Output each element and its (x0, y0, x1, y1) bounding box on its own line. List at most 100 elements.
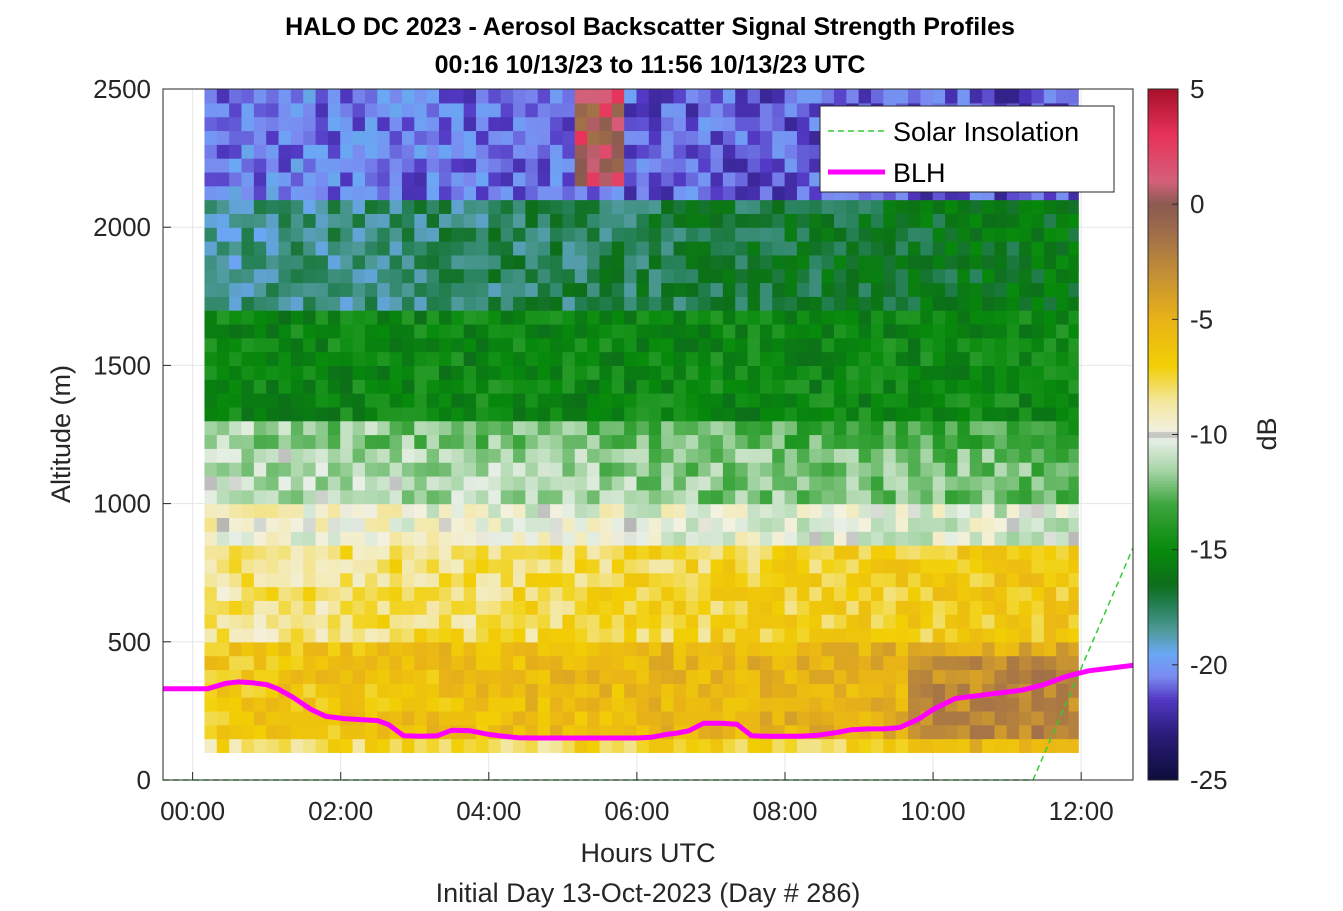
heatmap-cell (550, 697, 564, 712)
heatmap-cell (722, 475, 736, 491)
heatmap-cell (759, 448, 773, 463)
heatmap-cell (1006, 600, 1020, 615)
heatmap-cell (290, 337, 304, 353)
heatmap-cell (476, 393, 489, 408)
heatmap-cell (426, 144, 440, 159)
heatmap-cell (624, 558, 638, 574)
heatmap-cell (883, 683, 897, 698)
heatmap-cell (636, 448, 650, 463)
heatmap-cell (451, 738, 465, 753)
heatmap-cell (1019, 393, 1033, 408)
heatmap-cell (315, 379, 329, 394)
heatmap-cell (562, 171, 576, 187)
heatmap-cell (266, 614, 280, 629)
heatmap-cell (599, 102, 613, 118)
heatmap-cell (908, 241, 921, 256)
heatmap-cell (401, 310, 415, 325)
colorbar-cell (1148, 209, 1178, 214)
heatmap-cell (315, 462, 329, 477)
heatmap-cell (624, 683, 638, 698)
x-tick-label: 10:00 (901, 796, 966, 826)
heatmap-cell (1043, 337, 1057, 353)
colorbar-cell (1148, 506, 1178, 510)
heatmap-cell (796, 420, 810, 436)
heatmap-cell (858, 738, 872, 753)
heatmap-cell (500, 158, 514, 173)
heatmap-cell (500, 462, 514, 477)
heatmap-cell (401, 627, 415, 643)
heatmap-cell (550, 545, 564, 560)
heatmap-cell (636, 655, 650, 671)
heatmap-cell (414, 89, 428, 104)
heatmap-cell (216, 669, 230, 684)
heatmap-cell (303, 213, 317, 228)
heatmap-cell (661, 213, 675, 228)
heatmap-cell (1031, 296, 1045, 311)
colorbar-cell (1148, 564, 1178, 568)
heatmap-cell (587, 697, 601, 712)
heatmap-cell (735, 213, 749, 228)
heatmap-cell (611, 116, 625, 132)
heatmap-cell (945, 213, 959, 228)
heatmap-cell (1043, 724, 1057, 740)
heatmap-cell (673, 158, 687, 173)
heatmap-cell (562, 254, 576, 270)
heatmap-cell (315, 199, 329, 214)
heatmap-cell (599, 517, 613, 532)
heatmap-cell (451, 213, 465, 228)
heatmap-cell (204, 406, 218, 422)
heatmap-cell (636, 669, 650, 684)
heatmap-cell (587, 655, 601, 671)
heatmap-cell (920, 655, 934, 671)
heatmap-cell (969, 558, 983, 574)
heatmap-cell (908, 365, 921, 380)
heatmap-cell (772, 448, 786, 463)
heatmap-cell (772, 489, 786, 505)
colorbar-cell (1148, 653, 1178, 657)
heatmap-cell (1056, 254, 1070, 270)
heatmap-cell (710, 503, 724, 519)
heatmap-cell (1006, 406, 1020, 422)
heatmap-cell (216, 503, 230, 519)
heatmap-cell (735, 697, 749, 712)
colorbar-cell (1148, 621, 1178, 626)
heatmap-cell (957, 199, 971, 214)
heatmap-cell (377, 144, 391, 159)
heatmap-cell (710, 323, 724, 339)
heatmap-cell (908, 420, 921, 436)
heatmap-cell (722, 130, 736, 145)
heatmap-cell (611, 572, 625, 588)
heatmap-cell (895, 379, 909, 394)
heatmap-cell (1068, 697, 1079, 712)
heatmap-cell (253, 89, 267, 104)
heatmap-cell (1006, 545, 1020, 560)
heatmap-cell (698, 420, 712, 436)
heatmap-cell (809, 116, 823, 132)
heatmap-cell (500, 116, 514, 132)
colorbar-cell (1148, 175, 1178, 179)
colorbar-cell (1148, 284, 1178, 289)
heatmap-cell (587, 572, 601, 588)
heatmap-cell (352, 158, 366, 173)
heatmap-cell (451, 420, 465, 436)
heatmap-cell (796, 503, 810, 519)
heatmap-cell (735, 158, 749, 173)
heatmap-cell (463, 531, 477, 546)
heatmap-cell (883, 489, 897, 505)
heatmap-cell (908, 586, 921, 601)
heatmap-cell (574, 213, 588, 228)
heatmap-cell (327, 448, 341, 463)
heatmap-cell (636, 365, 650, 380)
heatmap-cell (846, 683, 860, 698)
heatmap-cell (957, 600, 971, 615)
heatmap-cell (821, 393, 835, 408)
heatmap-cell (648, 254, 662, 270)
heatmap-cell (229, 185, 243, 201)
heatmap-cell (833, 393, 847, 408)
heatmap-cell (315, 558, 329, 574)
heatmap-cell (722, 586, 736, 601)
heatmap-cell (303, 268, 317, 284)
heatmap-cell (438, 641, 452, 657)
colorbar-cell (1148, 624, 1178, 628)
heatmap-cell (500, 517, 514, 532)
